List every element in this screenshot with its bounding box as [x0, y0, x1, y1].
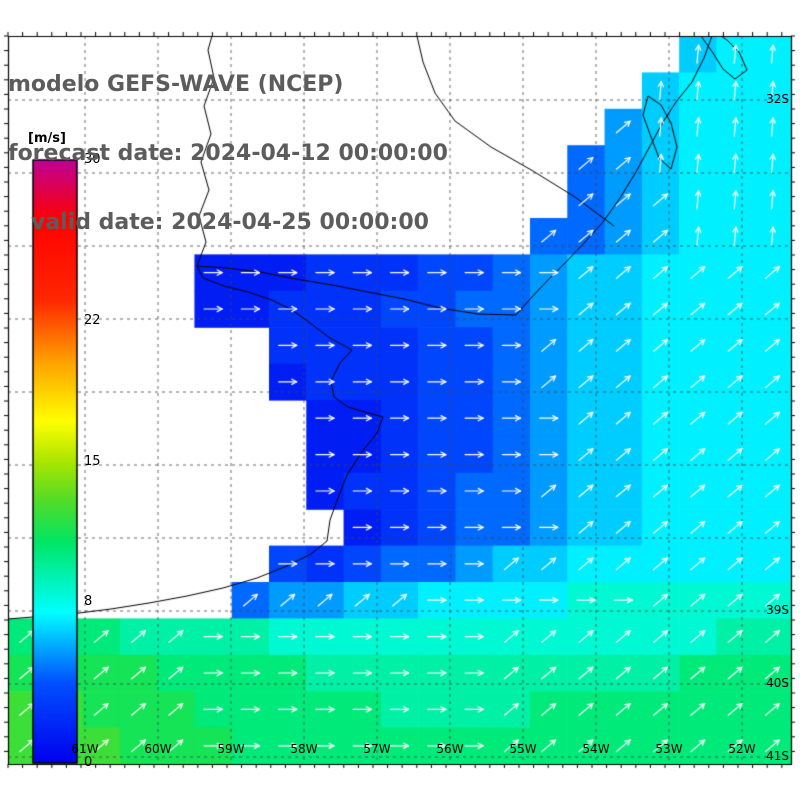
lon-label: 53W — [655, 742, 683, 756]
colorbar-tick-label: 22 — [84, 312, 101, 328]
title-block: modelo GEFS-WAVE (NCEP) forecast date: 2… — [8, 27, 448, 280]
forecast-date-line: forecast date: 2024-04-12 00:00:00 — [8, 141, 448, 166]
lon-label: 52W — [728, 742, 756, 756]
lon-label: 59W — [217, 742, 245, 756]
lat-label: 32S — [766, 92, 789, 106]
colorbar-unit-label: [m/s] — [28, 131, 66, 146]
model-title: modelo GEFS-WAVE (NCEP) — [8, 72, 344, 97]
lat-label: 39S — [766, 603, 789, 617]
lon-label: 60W — [144, 742, 172, 756]
lon-label: 55W — [509, 742, 537, 756]
lon-label: 56W — [436, 742, 464, 756]
colorbar-tick-label: 8 — [84, 594, 93, 610]
lon-label: 54W — [582, 742, 610, 756]
lon-label: 57W — [363, 742, 391, 756]
lat-label: 41S — [766, 749, 789, 763]
lon-label: 61W — [71, 742, 99, 756]
colorbar-tick-label: 0 — [84, 755, 93, 770]
colorbar-tick-label: 15 — [84, 453, 101, 469]
lat-label: 40S — [766, 676, 789, 690]
colorbar-tick-label: 30 — [84, 152, 101, 167]
valid-date-line: valid date: 2024-04-25 00:00:00 — [8, 210, 429, 235]
lon-label: 58W — [290, 742, 318, 756]
